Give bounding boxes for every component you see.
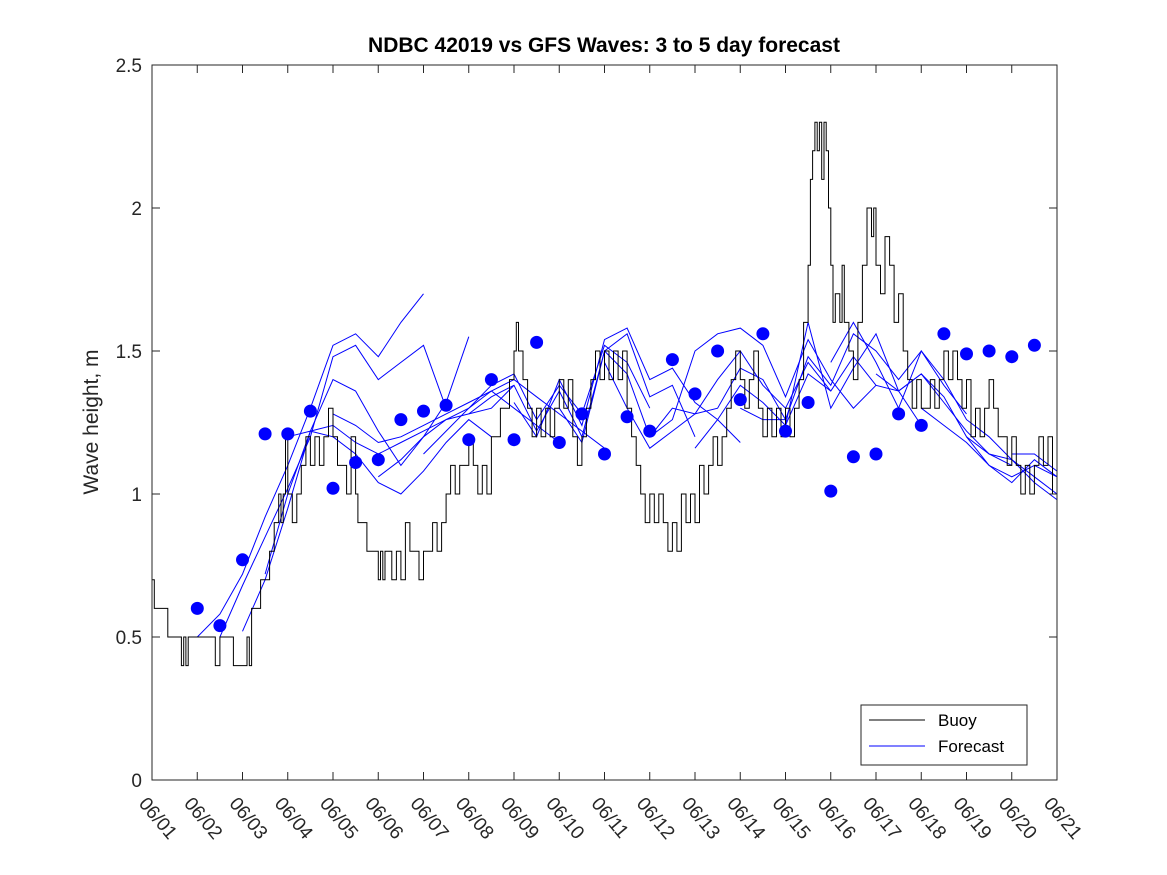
forecast-marker — [484, 373, 498, 387]
forecast-marker — [190, 601, 204, 615]
forecast-line — [264, 418, 492, 575]
y-tick-label: 2.5 — [116, 56, 142, 77]
forecast-marker — [665, 353, 679, 367]
forecast-marker — [213, 619, 227, 633]
forecast-marker — [914, 418, 928, 432]
forecast-line — [558, 350, 786, 444]
buoy-line — [152, 121, 1057, 667]
forecast-marker — [801, 396, 815, 409]
forecast-marker — [236, 553, 249, 567]
forecast-marker — [892, 407, 906, 421]
legend-forecast-label: Forecast — [938, 737, 1004, 756]
forecast-line — [740, 333, 967, 421]
y-tick-label: 1 — [131, 485, 142, 506]
forecast-marker — [417, 404, 430, 418]
forecast-marker — [575, 407, 589, 421]
forecast-marker — [779, 424, 792, 438]
forecast-marker — [711, 344, 725, 358]
forecast-marker — [530, 335, 544, 349]
forecast-line — [513, 327, 741, 443]
forecast-line — [649, 327, 877, 438]
legend-buoy-label: Buoy — [938, 711, 977, 730]
forecast-marker — [1027, 338, 1041, 352]
forecast-marker — [846, 450, 860, 464]
forecast-marker — [1005, 350, 1019, 364]
buoy-series-line — [152, 121, 1057, 667]
legend: Buoy Forecast — [860, 704, 1028, 766]
forecast-marker — [869, 447, 883, 461]
forecast-marker — [349, 456, 363, 469]
forecast-marker — [303, 404, 317, 418]
forecast-marker — [552, 436, 566, 449]
chart-title: NDBC 42019 vs GFS Waves: 3 to 5 day fore… — [368, 34, 840, 57]
forecast-line — [287, 384, 515, 455]
legend-box — [860, 704, 1028, 766]
y-tick-label: 1.5 — [116, 342, 142, 363]
forecast-marker — [937, 327, 951, 341]
forecast-lines — [196, 293, 1057, 638]
forecast-marker — [281, 427, 295, 441]
forecast-marker — [733, 393, 747, 407]
forecast-marker — [688, 387, 702, 401]
y-tick-label: 0.5 — [116, 628, 142, 649]
forecast-marker — [507, 433, 521, 447]
forecast-marker — [326, 481, 340, 495]
forecast-marker — [371, 453, 385, 467]
forecast-marker — [643, 424, 657, 438]
forecast-marker — [258, 427, 272, 441]
forecast-marker — [756, 327, 770, 341]
y-axis-label: Wave height, m — [80, 349, 103, 494]
y-tick-label: 2 — [131, 199, 142, 220]
forecast-line — [966, 436, 1057, 484]
forecast-line — [875, 373, 1057, 501]
forecast-marker — [620, 410, 634, 424]
forecast-line — [1011, 453, 1057, 472]
y-ticks: 0 0.5 1 1.5 2 2.5 — [116, 56, 1057, 792]
forecast-line — [242, 336, 470, 632]
forecast-marker — [960, 347, 973, 361]
forecast-marker — [598, 447, 611, 461]
forecast-line — [219, 344, 447, 638]
forecast-marker — [394, 413, 408, 427]
y-tick-label: 0 — [131, 771, 142, 792]
forecast-marker — [439, 398, 453, 412]
forecast-markers — [190, 327, 1041, 633]
forecast-marker — [462, 433, 476, 447]
forecast-marker — [824, 484, 838, 498]
forecast-marker — [982, 344, 996, 358]
